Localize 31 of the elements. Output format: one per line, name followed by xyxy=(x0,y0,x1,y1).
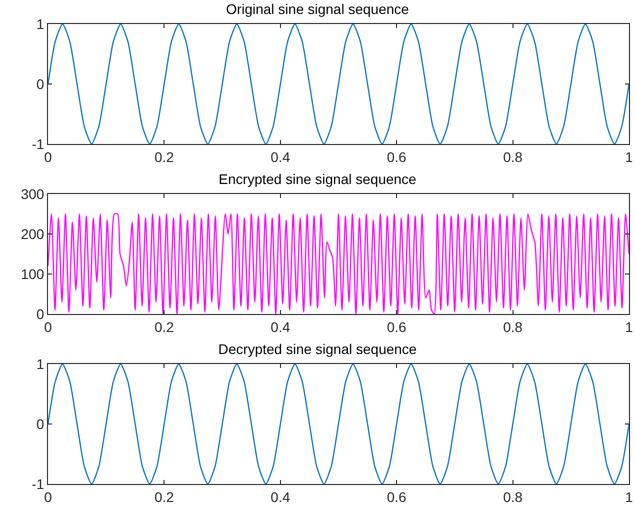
x-tick-label: 0.2 xyxy=(154,318,174,335)
y-tick-label: 300 xyxy=(20,186,44,202)
y-tick-label: 1 xyxy=(36,356,44,372)
x-tick-label: 0.4 xyxy=(270,148,290,165)
x-tick-label: 0.8 xyxy=(503,318,523,335)
chart-title: Decrypted sine signal sequence xyxy=(218,341,417,358)
y-tick-label: 1 xyxy=(36,16,44,32)
x-tick-label: 1 xyxy=(625,318,634,335)
x-tick-label: 0.6 xyxy=(386,148,407,165)
x-tick-label: 0.6 xyxy=(386,318,407,335)
x-tick-label: 0.8 xyxy=(503,148,523,165)
y-tick-label: 100 xyxy=(20,266,44,282)
x-tick-label: 1 xyxy=(625,148,634,165)
y-tick-label: 0 xyxy=(36,306,44,322)
x-tick-label: 0.2 xyxy=(154,488,174,505)
y-tick-label: 200 xyxy=(20,226,44,242)
line-series xyxy=(48,24,629,144)
x-tick-label: 0.4 xyxy=(270,318,290,335)
x-tick-label: 0.4 xyxy=(270,488,290,505)
line-series xyxy=(48,213,629,314)
y-tick-label: 0 xyxy=(36,416,44,432)
x-tick-label: 1 xyxy=(625,488,634,505)
line-series xyxy=(48,364,629,484)
chart-title: Original sine signal sequence xyxy=(226,1,410,18)
x-tick-label: 0.2 xyxy=(154,148,174,165)
y-tick-label: -1 xyxy=(32,476,44,492)
y-tick-label: -1 xyxy=(32,136,44,152)
y-tick-label: 0 xyxy=(36,76,44,92)
x-tick-label: 0.8 xyxy=(503,488,523,505)
x-tick-label: 0.6 xyxy=(386,488,407,505)
chart-title: Encrypted sine signal sequence xyxy=(218,171,417,188)
